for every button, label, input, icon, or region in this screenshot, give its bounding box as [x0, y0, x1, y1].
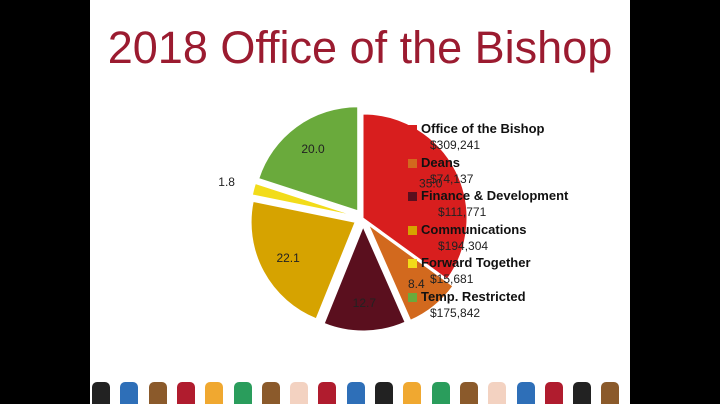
legend-amount: $175,842: [430, 305, 481, 320]
legend-label: Communications: [421, 221, 527, 237]
footer-tab: [573, 382, 592, 404]
legend-label: Temp. Restricted: [421, 288, 526, 304]
legend-amount: $74,137: [430, 171, 474, 186]
footer-tab: [516, 382, 535, 404]
footer-tab: [176, 382, 195, 404]
footer-tab: [148, 382, 167, 404]
slide: 2018 Office of the Bishop 35.0 8.4 12.7 22.…: [90, 0, 630, 404]
footer-tab: [290, 382, 309, 404]
legend-label: Office of the Bishop: [421, 121, 545, 136]
slice-label: 20.0: [301, 142, 325, 156]
footer-tab: [431, 382, 450, 404]
legend-swatch: [408, 158, 417, 168]
footer-tab: [544, 382, 563, 404]
slice-label: 22.1: [276, 251, 300, 265]
slice-label: 35.0: [419, 176, 443, 190]
footer-tab: [403, 382, 422, 404]
footer-tab: [261, 382, 280, 404]
pie-slice-deans: [367, 223, 454, 321]
footer-tab: [92, 382, 110, 404]
legend-amount: $15,681: [430, 272, 474, 286]
legend-swatch: [408, 192, 417, 201]
slide-title: 2018 Office of the Bishop: [107, 22, 613, 73]
legend-swatch: [408, 125, 417, 134]
legend-label: Forward Together: [421, 255, 531, 270]
legend-swatch: [408, 259, 417, 268]
slice-label: 1.8: [218, 175, 235, 189]
legend-amount: $111,771: [438, 205, 487, 219]
footer-tab: [375, 382, 393, 404]
footer-tab: [120, 382, 139, 404]
legend-amount: $194,304: [438, 238, 489, 253]
pie-slice-communications: [250, 200, 356, 320]
legend-label: Finance & Development: [421, 188, 569, 203]
legend-swatch: [408, 292, 417, 302]
pie-slice-forward-together: [251, 182, 355, 217]
legend-swatch: [408, 225, 417, 235]
footer-tabs-decoration: [90, 378, 630, 404]
pie-slice-temp-restricted: [258, 106, 359, 212]
footer-tab: [601, 382, 620, 404]
footer-tab: [205, 382, 224, 404]
footer-tab: [318, 382, 337, 404]
pie-slice-finance-development: [323, 225, 406, 332]
slice-label: 8.4: [408, 277, 425, 291]
legend-label: Deans: [421, 154, 461, 170]
footer-tab: [488, 382, 507, 404]
slice-label: 12.7: [353, 296, 377, 310]
footer-tab: [459, 382, 478, 404]
legend-amount: $309,241: [430, 138, 481, 152]
footer-tab: [346, 382, 365, 404]
footer-tab: [233, 382, 252, 404]
